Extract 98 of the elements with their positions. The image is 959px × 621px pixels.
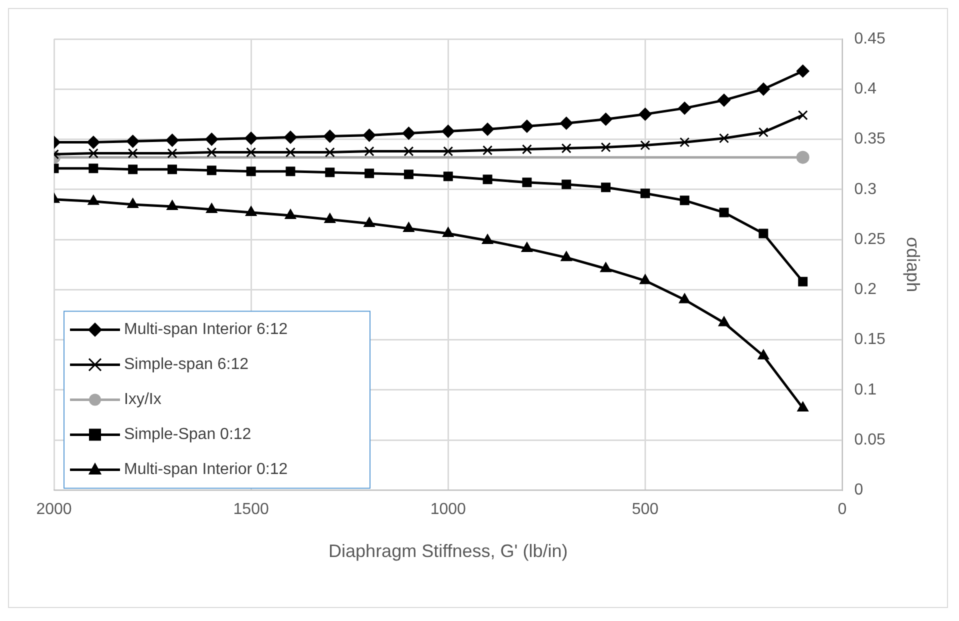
point	[678, 293, 690, 304]
point	[284, 130, 297, 144]
y-tick-label: 0	[854, 482, 864, 499]
point	[521, 242, 533, 252]
point	[520, 120, 534, 133]
x-tick-label: 2000	[36, 501, 72, 518]
point	[600, 142, 611, 152]
point	[640, 274, 651, 284]
x-tick-label: 1000	[430, 501, 466, 518]
y-tick-label: 0.25	[854, 230, 886, 248]
point	[680, 137, 690, 148]
point	[205, 132, 218, 146]
point	[128, 164, 138, 174]
legend-label: Multi-span Interior 6:12	[124, 321, 288, 338]
point	[758, 228, 768, 238]
point	[718, 94, 731, 107]
point	[678, 102, 692, 115]
point	[718, 316, 730, 326]
point	[404, 170, 414, 180]
point	[284, 208, 296, 219]
point	[166, 200, 178, 210]
point	[522, 178, 532, 188]
point	[364, 146, 374, 156]
x-tick-label: 1500	[233, 501, 269, 518]
y-tick-label: 0.1	[854, 381, 877, 398]
y-axis-title: σdiaph	[903, 237, 924, 292]
point	[796, 64, 810, 78]
point	[560, 116, 573, 130]
point	[638, 108, 652, 121]
y-tick-label: 0.05	[854, 431, 886, 448]
y-tick-label: 0.45	[854, 30, 886, 48]
point	[403, 222, 414, 232]
point	[599, 112, 612, 126]
legend-label: Multi-span Interior 0:12	[124, 461, 288, 478]
point	[798, 276, 808, 286]
point	[325, 168, 335, 178]
legend-label: Simple-span 6:12	[124, 356, 249, 374]
x-tick-label: 500	[632, 501, 659, 518]
point	[206, 202, 218, 213]
point	[482, 145, 493, 156]
point	[324, 147, 335, 158]
point	[364, 216, 375, 227]
y-tick-label: 0.4	[854, 80, 877, 98]
point	[719, 208, 729, 218]
point	[246, 166, 256, 176]
point	[798, 110, 808, 120]
y-tick-label: 0.3	[854, 180, 877, 198]
legend-label: Simple-Span 0:12	[124, 426, 252, 444]
point	[364, 168, 374, 178]
point	[323, 130, 336, 143]
point	[600, 262, 612, 272]
point	[561, 143, 572, 154]
point	[245, 206, 257, 216]
x-axis-title: Diaphragm Stiffness, G' (lb/in)	[328, 541, 568, 562]
point	[126, 134, 140, 148]
point	[286, 166, 296, 176]
y-tick-label: 0.35	[854, 130, 886, 148]
legend-label: Ixy/Ix	[124, 391, 162, 408]
point	[640, 188, 650, 198]
point	[127, 198, 139, 208]
point	[442, 227, 454, 238]
point	[758, 349, 770, 360]
point	[442, 124, 455, 138]
point	[88, 194, 100, 205]
point	[562, 180, 572, 190]
point	[128, 148, 138, 158]
point	[601, 182, 611, 192]
point	[640, 140, 650, 150]
x-tick-label: 0	[838, 501, 847, 518]
point	[443, 146, 454, 156]
point	[560, 251, 572, 262]
point	[88, 164, 98, 174]
point	[244, 132, 258, 145]
y-tick-label: 0.2	[854, 281, 877, 298]
point	[522, 144, 532, 154]
point	[167, 148, 178, 158]
point	[88, 148, 98, 158]
point	[481, 122, 494, 136]
point	[324, 212, 336, 223]
point	[206, 147, 217, 158]
point	[680, 196, 690, 206]
point	[246, 147, 256, 158]
point	[719, 133, 730, 144]
point	[482, 174, 492, 184]
point	[758, 127, 768, 138]
point	[166, 134, 179, 147]
point	[404, 146, 414, 156]
point	[756, 82, 770, 96]
point	[206, 166, 216, 176]
point	[285, 147, 296, 158]
point	[482, 234, 494, 244]
point	[797, 401, 809, 412]
point	[167, 164, 177, 174]
point	[86, 136, 100, 149]
point	[362, 128, 376, 142]
point	[402, 126, 416, 140]
y-tick-label: 0.15	[854, 331, 886, 348]
point	[443, 172, 453, 182]
